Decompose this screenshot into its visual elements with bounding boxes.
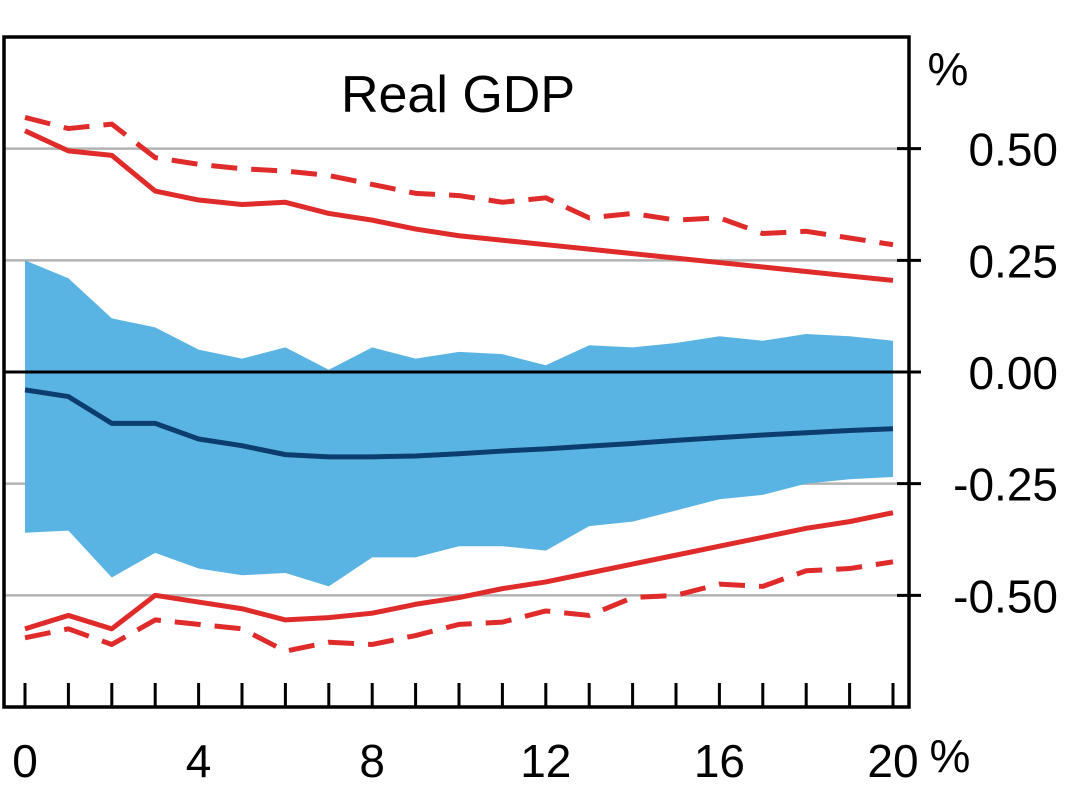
series-lines bbox=[23, 114, 894, 654]
tick-labels: 0 4 8 12 16 20 0.50 0.25 0.00 -0.25 -0.50 bbox=[12, 124, 1058, 787]
y-unit-label: % bbox=[928, 43, 969, 95]
y-tick-label-3: -0.25 bbox=[953, 459, 1058, 511]
y-tick-label-0: 0.50 bbox=[968, 124, 1058, 176]
confidence-band bbox=[25, 260, 893, 587]
x-tick-label-4: 4 bbox=[186, 735, 212, 787]
x-tick-label-12: 12 bbox=[520, 735, 571, 787]
series-median bbox=[24, 387, 894, 460]
band-area bbox=[25, 260, 893, 587]
x-tick-label-20: 20 bbox=[867, 735, 918, 787]
y-tick-label-2: 0.00 bbox=[968, 347, 1058, 399]
x-tick-label-0: 0 bbox=[12, 735, 38, 787]
series-lower-dashed bbox=[24, 559, 894, 654]
series-upper-dashed bbox=[24, 114, 894, 248]
x-tick-label-16: 16 bbox=[694, 735, 745, 787]
y-tick-label-4: -0.50 bbox=[953, 570, 1058, 622]
series-lower-solid bbox=[24, 510, 894, 632]
y-tick-label-1: 0.25 bbox=[968, 235, 1058, 287]
axis-ticks bbox=[23, 147, 921, 707]
series-upper-solid bbox=[23, 128, 894, 283]
x-unit-label: % bbox=[930, 730, 971, 782]
chart-title: Real GDP bbox=[341, 66, 575, 124]
x-tick-label-8: 8 bbox=[359, 735, 385, 787]
